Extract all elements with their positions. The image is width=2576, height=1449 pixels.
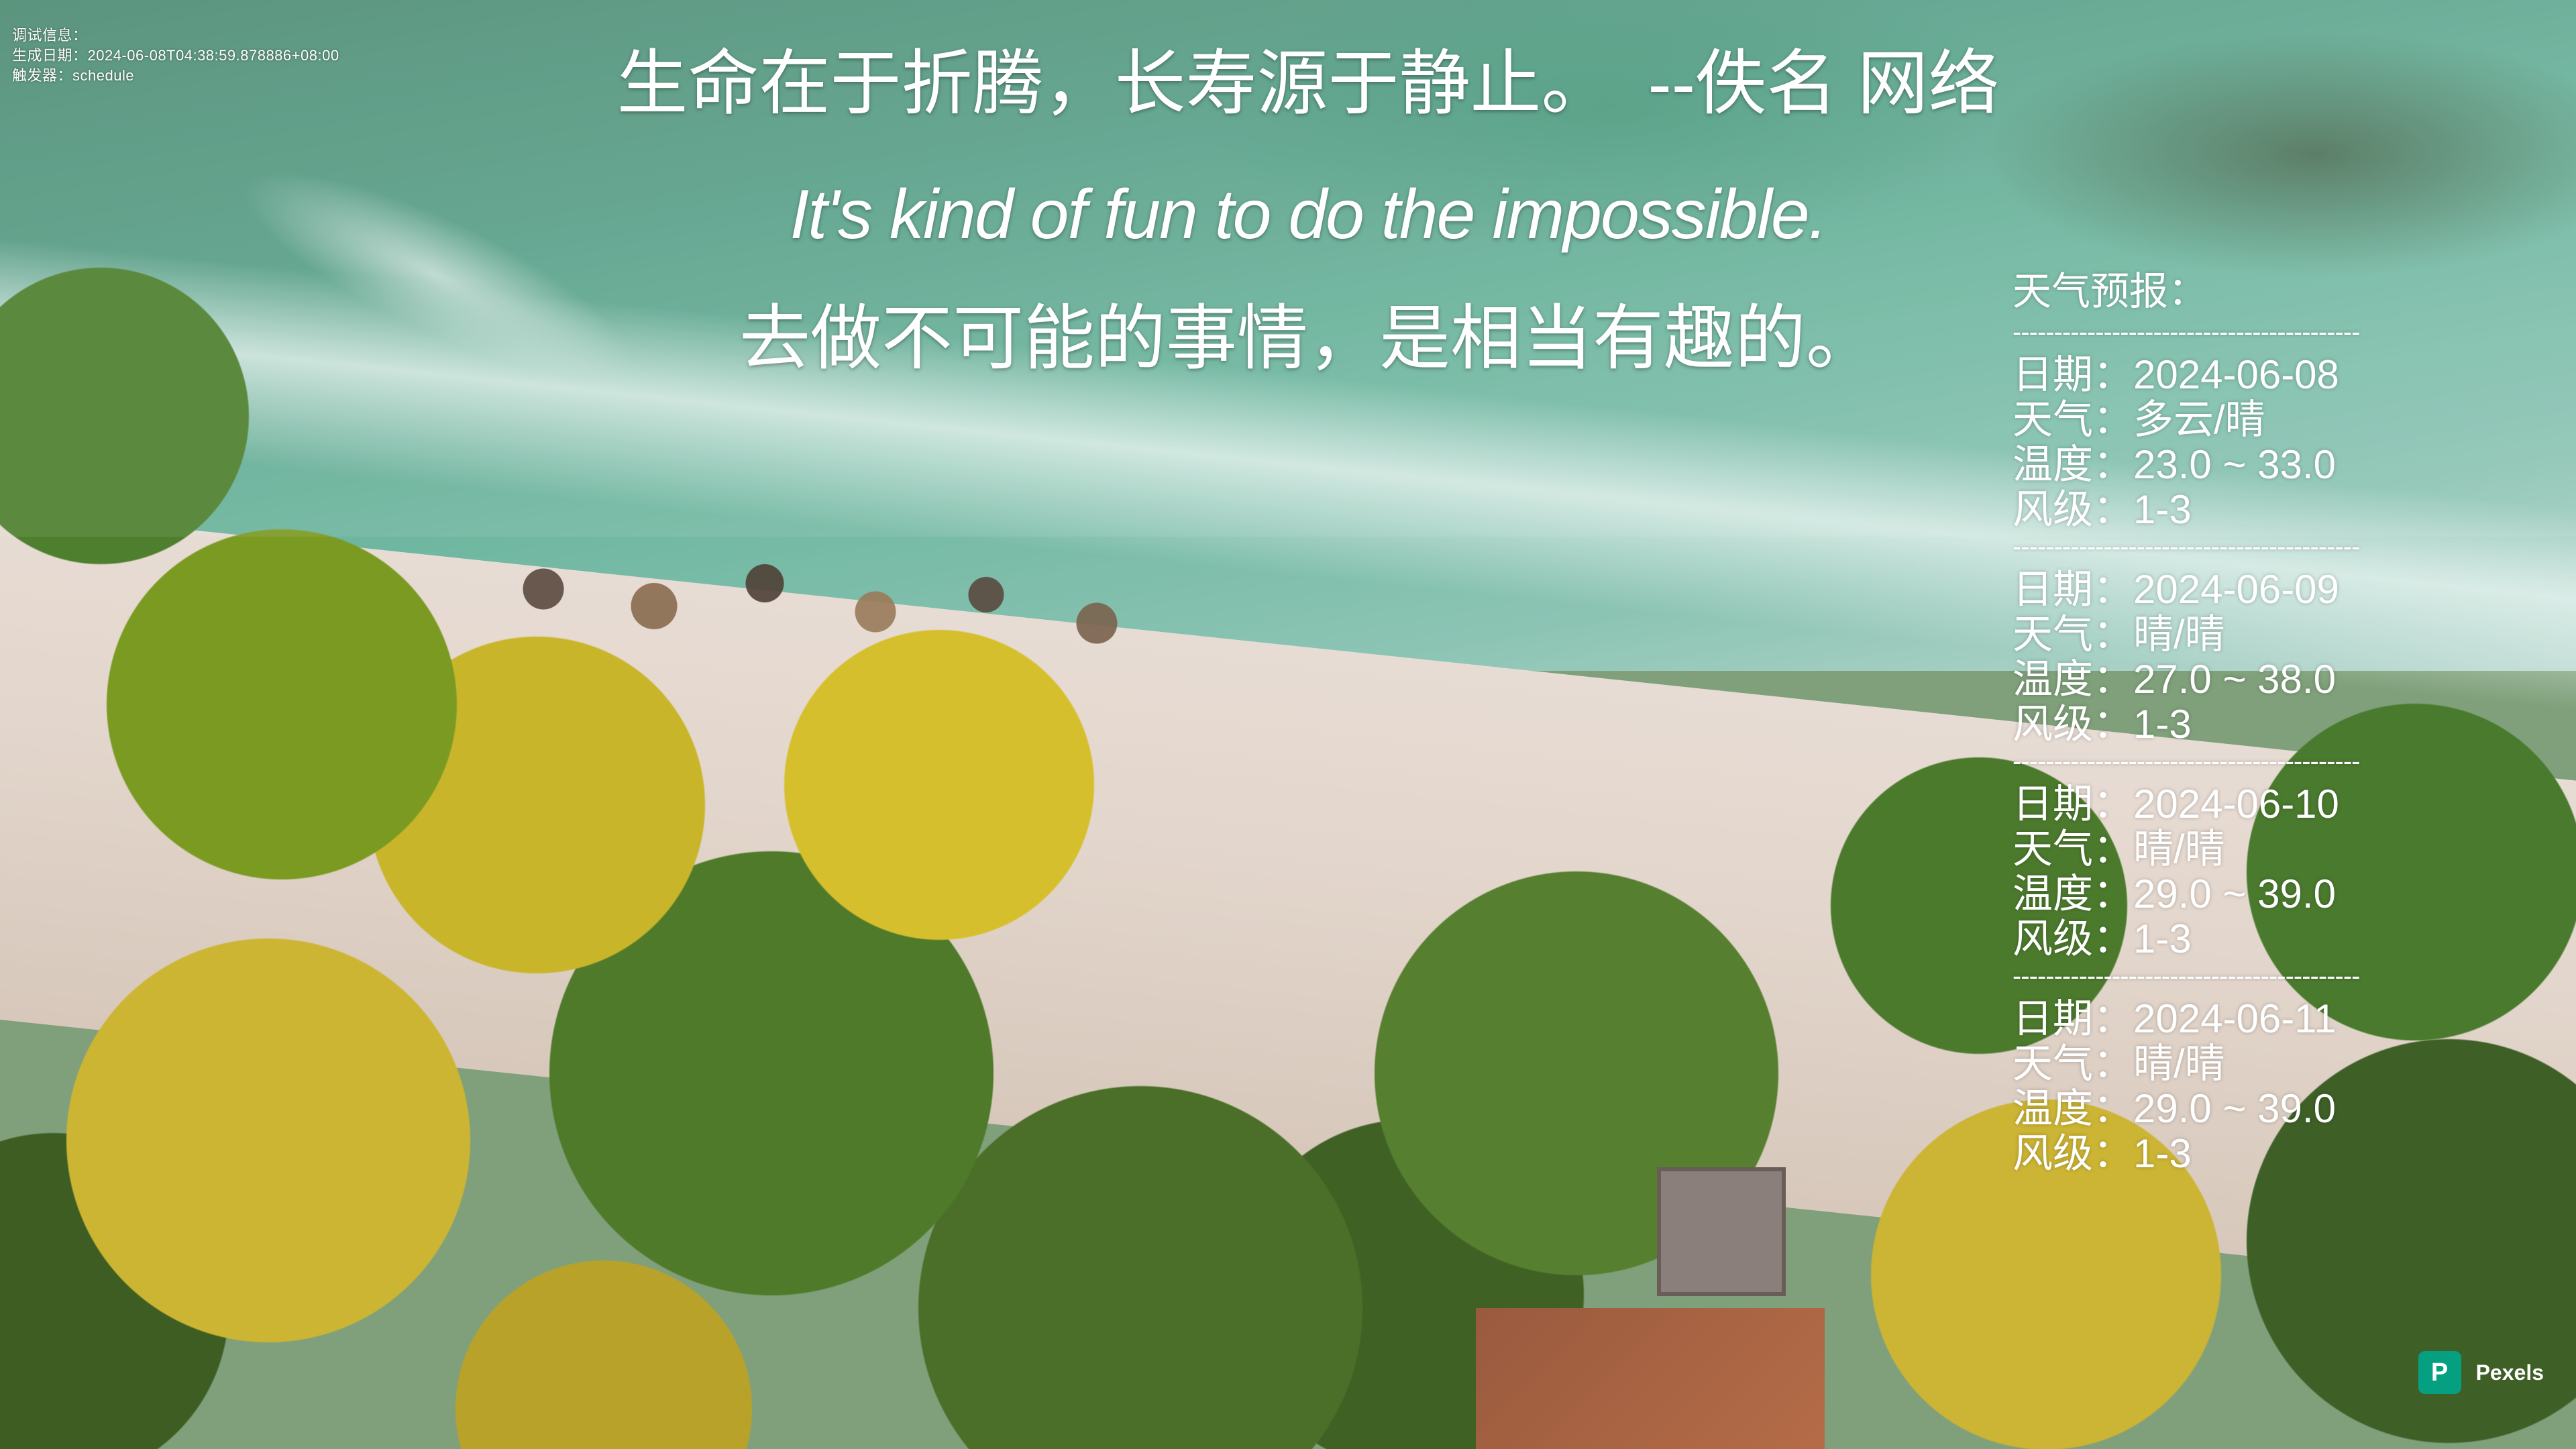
- weather-weather-value: 晴/晴: [2133, 826, 2225, 871]
- weather-date-line: 日期：2024-06-08: [2012, 352, 2442, 397]
- weather-divider: ----------------------------------------…: [2012, 748, 2360, 776]
- weather-temperature-label: 温度：: [2012, 657, 2133, 702]
- weather-temperature-label: 温度：: [2012, 442, 2133, 487]
- weather-temperature-label: 温度：: [2012, 1086, 2133, 1131]
- house-roof: [1476, 1308, 1825, 1449]
- weather-weather-value: 晴/晴: [2133, 1041, 2225, 1086]
- weather-divider: ----------------------------------------…: [2012, 533, 2360, 561]
- weather-wind-line: 风级：1-3: [2012, 1131, 2442, 1176]
- trigger-value: schedule: [72, 67, 135, 84]
- weather-wind-label: 风级：: [2012, 702, 2133, 747]
- weather-title: 天气预报：: [2012, 270, 2208, 313]
- weather-day-2024-06-09: 日期：2024-06-09 天气：晴/晴 温度：27.0 ~ 38.0 风级：1-3: [2012, 567, 2442, 747]
- weather-weather-line: 天气：晴/晴: [2012, 826, 2442, 871]
- weather-wind-line: 风级：1-3: [2012, 702, 2442, 747]
- pexels-logo-icon: P: [2418, 1351, 2461, 1394]
- weather-date-label: 日期：: [2012, 352, 2133, 397]
- debug-trigger: 触发器：schedule: [12, 66, 339, 86]
- weather-date-label: 日期：: [2012, 782, 2133, 826]
- weather-weather-line: 天气：晴/晴: [2012, 612, 2442, 657]
- weather-date-value: 2024-06-09: [2133, 567, 2339, 612]
- weather-date-value: 2024-06-08: [2133, 352, 2339, 397]
- weather-weather-line: 天气：晴/晴: [2012, 1041, 2442, 1086]
- chinese-translation: 去做不可能的事情，是相当有趣的。: [739, 299, 1877, 378]
- debug-generated: 生成日期：2024-06-08T04:38:59.878886+08:00: [12, 46, 339, 66]
- weather-date-line: 日期：2024-06-09: [2012, 567, 2442, 612]
- weather-temperature-value: 23.0 ~ 33.0: [2133, 442, 2336, 487]
- weather-weather-label: 天气：: [2012, 826, 2133, 871]
- weather-wind-line: 风级：1-3: [2012, 916, 2442, 961]
- pexels-brand: Pexels: [2475, 1360, 2544, 1385]
- weather-wind-line: 风级：1-3: [2012, 487, 2442, 532]
- chinese-quote: 生命在于折腾，长寿源于静止。 --佚名 网络: [616, 44, 2000, 123]
- weather-divider: ----------------------------------------…: [2012, 963, 2360, 991]
- weather-weather-label: 天气：: [2012, 1041, 2133, 1086]
- weather-date-label: 日期：: [2012, 567, 2133, 612]
- hut-roof: [1657, 1167, 1786, 1296]
- english-quote: It's kind of fun to do the impossible.: [790, 176, 1827, 254]
- weather-weather-value: 多云/晴: [2133, 397, 2265, 442]
- pexels-watermark: P Pexels: [2418, 1351, 2544, 1394]
- weather-day-2024-06-10: 日期：2024-06-10 天气：晴/晴 温度：29.0 ~ 39.0 风级：1-3: [2012, 782, 2442, 961]
- weather-date-label: 日期：: [2012, 996, 2133, 1041]
- weather-temperature-line: 温度：23.0 ~ 33.0: [2012, 442, 2442, 487]
- weather-wind-value: 1-3: [2133, 916, 2192, 961]
- weather-wind-value: 1-3: [2133, 1131, 2192, 1176]
- weather-date-value: 2024-06-11: [2133, 996, 2337, 1041]
- weather-forecast: 天气预报： ----------------------------------…: [2012, 265, 2442, 1177]
- weather-weather-label: 天气：: [2012, 612, 2133, 657]
- weather-temperature-line: 温度：29.0 ~ 39.0: [2012, 871, 2442, 916]
- weather-temperature-line: 温度：29.0 ~ 39.0: [2012, 1086, 2442, 1131]
- debug-label: 调试信息：: [12, 27, 88, 44]
- weather-temperature-value: 27.0 ~ 38.0: [2133, 657, 2336, 702]
- weather-wind-value: 1-3: [2133, 702, 2192, 747]
- weather-date-value: 2024-06-10: [2133, 782, 2339, 826]
- weather-weather-label: 天气：: [2012, 397, 2133, 442]
- weather-wind-label: 风级：: [2012, 487, 2133, 532]
- daily-quote: 生命在于折腾，长寿源于静止。 --佚名 网络 It's kind of fun …: [604, 40, 2012, 382]
- generated-value: 2024-06-08T04:38:59.878886+08:00: [87, 47, 339, 64]
- weather-date-line: 日期：2024-06-11: [2012, 996, 2442, 1041]
- weather-days: ----------------------------------------…: [2012, 319, 2442, 1176]
- debug-info: 调试信息： 生成日期：2024-06-08T04:38:59.878886+08…: [12, 25, 339, 86]
- weather-temperature-value: 29.0 ~ 39.0: [2133, 871, 2336, 916]
- weather-day-2024-06-08: 日期：2024-06-08 天气：多云/晴 温度：23.0 ~ 33.0 风级：1-3: [2012, 352, 2442, 532]
- weather-weather-line: 天气：多云/晴: [2012, 397, 2442, 442]
- weather-temperature-value: 29.0 ~ 39.0: [2133, 1086, 2336, 1131]
- weather-temperature-line: 温度：27.0 ~ 38.0: [2012, 657, 2442, 702]
- weather-date-line: 日期：2024-06-10: [2012, 782, 2442, 826]
- weather-wind-label: 风级：: [2012, 916, 2133, 961]
- weather-day-2024-06-11: 日期：2024-06-11 天气：晴/晴 温度：29.0 ~ 39.0 风级：1-3: [2012, 996, 2442, 1176]
- weather-divider: ----------------------------------------…: [2012, 319, 2360, 347]
- generated-label: 生成日期：: [12, 47, 88, 64]
- weather-wind-label: 风级：: [2012, 1131, 2133, 1176]
- weather-wind-value: 1-3: [2133, 487, 2192, 532]
- weather-temperature-label: 温度：: [2012, 871, 2133, 916]
- top-highlight-band: [0, 0, 2576, 537]
- trigger-label: 触发器：: [12, 67, 73, 84]
- weather-weather-value: 晴/晴: [2133, 612, 2225, 657]
